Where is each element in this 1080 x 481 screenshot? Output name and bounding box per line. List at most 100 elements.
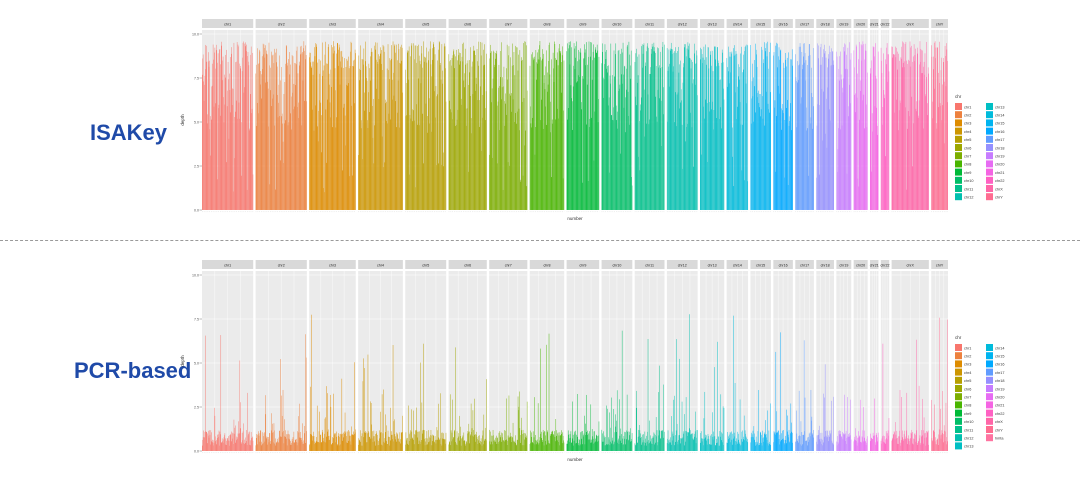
facet-strip (666, 260, 698, 269)
legend-label-chr17: chr17 (995, 371, 1005, 375)
y-tick-label: 7.5 (194, 77, 199, 81)
legend-label-chr4: chr4 (964, 371, 971, 375)
legend-key-chr9 (955, 168, 962, 176)
y-tick-label: 5.0 (194, 121, 199, 125)
facet-chr18: chr18 (816, 19, 834, 212)
legend-key-hmta (986, 434, 993, 442)
y-tick-label: 10.0 (192, 33, 199, 37)
legend-key-chrY (986, 426, 993, 433)
facet-strip (700, 260, 725, 269)
legend-label-chrX: chrX (995, 420, 1003, 424)
legend-key-chr9 (955, 409, 962, 417)
legend-key-chr19 (986, 152, 993, 160)
legend-label-chr5: chr5 (964, 379, 971, 383)
facet-chrY: chrY (931, 260, 948, 453)
legend-label-chr8: chr8 (964, 404, 971, 408)
legend-label-chr18: chr18 (995, 146, 1005, 150)
legend-label-chr9: chr9 (964, 412, 971, 416)
legend-key-chr4 (955, 368, 962, 376)
legend-key-chr17 (986, 368, 993, 376)
facet-chr4: chr4 (358, 260, 403, 453)
legend-key-chr18 (986, 376, 993, 384)
legend-key-chr20 (986, 160, 993, 168)
facet-strip-label: chr7 (505, 22, 512, 26)
facet-strip (634, 19, 665, 28)
facet-strip (255, 19, 307, 28)
legend-key-chr6 (955, 144, 962, 151)
legend-label-chr17: chr17 (995, 138, 1005, 142)
facet-chr19: chr19 (836, 260, 852, 453)
facet-chr13: chr13 (700, 19, 725, 212)
legend-key-chr2 (955, 111, 962, 119)
legend-label-chr11: chr11 (964, 187, 973, 191)
legend-key-chr6 (955, 385, 962, 392)
facet-chrY: chrY (931, 19, 948, 212)
facet-chr15: chr15 (750, 260, 771, 453)
facet-strip-label: chr12 (678, 263, 687, 267)
facet-chr11: chr11 (634, 260, 665, 453)
facet-strip-label: chr2 (278, 263, 285, 267)
section-label-pcr-based: PCR-based (74, 358, 192, 383)
section-divider (0, 240, 1080, 241)
legend-key-chr11 (955, 426, 962, 433)
facet-strip (489, 260, 528, 269)
legend-label-chr5: chr5 (964, 138, 971, 142)
y-tick-label: 10.0 (192, 274, 199, 278)
facet-strip (795, 19, 814, 28)
facet-strip (891, 260, 929, 269)
facet-chr22: chr22 (881, 260, 890, 453)
legend-label-chrY: chrY (995, 196, 1003, 200)
facet-strip (358, 260, 403, 269)
legend-key-chr21 (986, 401, 993, 409)
legend-label-chr6: chr6 (964, 387, 971, 391)
facet-strip (931, 260, 948, 269)
legend-label-chr21: chr21 (995, 171, 1005, 175)
facet-strip-label: chr20 (856, 22, 865, 26)
legend-key-chr3 (955, 119, 962, 127)
facet-chr7: chr7 (489, 19, 528, 212)
facet-chr19: chr19 (836, 19, 852, 212)
legend-key-chr15 (986, 352, 993, 360)
legend-label-hmta: hmta (995, 437, 1004, 441)
legend-label-chr12: chr12 (964, 196, 974, 200)
facet-strip-label: chr16 (779, 22, 788, 26)
facet-strip (358, 19, 403, 28)
legend-label-chr22: chr22 (995, 412, 1005, 416)
facet-chr17: chr17 (795, 19, 814, 212)
legend-label-chr10: chr10 (964, 179, 974, 183)
facet-strip (700, 19, 725, 28)
y-axis-label: depth (180, 355, 185, 367)
legend-key-chr4 (955, 127, 962, 135)
facet-chr14: chr14 (726, 19, 749, 212)
facet-chr20: chr20 (853, 19, 868, 212)
facet-strip-label: chr14 (733, 263, 742, 267)
facet-strip-label: chr11 (645, 263, 654, 267)
facet-strip (726, 260, 749, 269)
facet-chr1: chr1 (202, 260, 254, 453)
facet-chr11: chr11 (634, 19, 665, 212)
facet-strip-label: chr8 (543, 263, 550, 267)
facet-chr21: chr21 (870, 19, 879, 212)
facet-strip-label: chr17 (800, 263, 809, 267)
legend-key-chr19 (986, 385, 993, 392)
legend-label-chr7: chr7 (964, 396, 971, 400)
facet-chr3: chr3 (309, 260, 356, 453)
legend-key-chr13 (955, 442, 962, 450)
legend-label-chr18: chr18 (995, 379, 1005, 383)
facet-strip-label: chr19 (839, 263, 848, 267)
legend-key-chr10 (955, 176, 962, 184)
legend-key-chr7 (955, 152, 962, 160)
legend-label-chr4: chr4 (964, 130, 971, 134)
legend-label-chr2: chr2 (964, 355, 971, 359)
y-tick-label: 5.0 (194, 362, 199, 366)
facet-strip (601, 19, 633, 28)
facet-chr9: chr9 (566, 19, 600, 212)
facet-strip-label: chrX (907, 22, 915, 26)
facet-chr3: chr3 (309, 19, 356, 212)
legend-key-chrX (986, 185, 993, 192)
facet-chr18: chr18 (816, 260, 834, 453)
facet-strip-label: chr18 (821, 22, 830, 26)
legend-key-chr1 (955, 344, 962, 351)
facet-strip-label: chr5 (422, 263, 429, 267)
legend-key-chr16 (986, 127, 993, 135)
